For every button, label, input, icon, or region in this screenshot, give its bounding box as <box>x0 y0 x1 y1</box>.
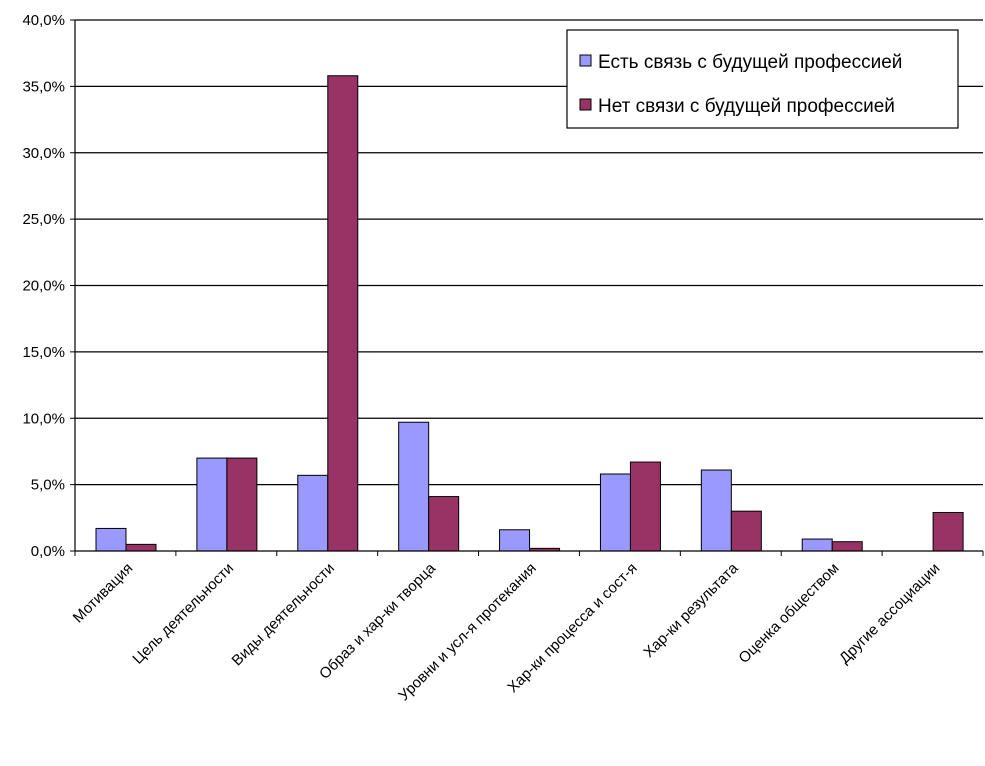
y-tick-label: 25,0% <box>22 211 65 228</box>
x-category-label: Другие ассоциации <box>836 560 943 667</box>
bar-series-1 <box>297 474 329 552</box>
legend-label-series-2: Нет связи с будущей профессией <box>598 96 895 117</box>
x-category-label: Мотивация <box>70 560 137 627</box>
bar-series-2 <box>730 510 762 552</box>
legend-box <box>566 29 959 129</box>
bar-series-2 <box>125 543 157 552</box>
y-axis-ticks: 0,0% 5,0% 10,0% 15,0% 20,0% 25,0% 30,0% 35,0% 40… <box>22 12 75 560</box>
y-tick-label: 35,0% <box>22 78 65 95</box>
bar-series-2 <box>629 461 661 552</box>
legend-swatch-series-2 <box>579 98 592 111</box>
bar-series-2 <box>226 457 258 552</box>
y-tick-label: 30,0% <box>22 145 65 162</box>
bar-series-1 <box>499 529 531 552</box>
y-tick-label: 0,0% <box>31 543 65 560</box>
x-category-label: Оценка обществом <box>735 560 842 667</box>
x-category-label: Цель деятельности <box>129 560 237 668</box>
bar-series-1 <box>398 421 430 552</box>
bar-series-1 <box>801 538 833 552</box>
bar-series-2 <box>428 496 460 552</box>
y-tick-label: 5,0% <box>31 477 65 494</box>
bar-series-2 <box>327 75 359 552</box>
y-tick-label: 10,0% <box>22 410 65 427</box>
bar-series-1 <box>196 457 228 552</box>
legend: Есть связь с будущей профессией Нет связ… <box>566 29 959 129</box>
bar-series-1 <box>95 527 127 552</box>
bar-series-1 <box>700 469 732 552</box>
axes <box>74 20 984 556</box>
bar-series-2 <box>932 512 964 552</box>
y-tick-label: 15,0% <box>22 344 65 361</box>
gridlines <box>75 19 983 486</box>
x-category-label: Хар-ки результата <box>640 559 742 661</box>
y-tick-label: 40,0% <box>22 12 65 29</box>
x-category-label: Образ и хар-ки творца <box>316 559 439 682</box>
bars <box>95 75 964 552</box>
legend-swatch-series-1 <box>579 54 592 67</box>
y-tick-label: 20,0% <box>22 278 65 295</box>
bar-series-1 <box>599 473 631 552</box>
bar-series-2 <box>831 541 863 552</box>
x-category-label: Виды деятельности <box>229 560 338 669</box>
legend-label-series-1: Есть связь с будущей профессией <box>598 52 902 73</box>
